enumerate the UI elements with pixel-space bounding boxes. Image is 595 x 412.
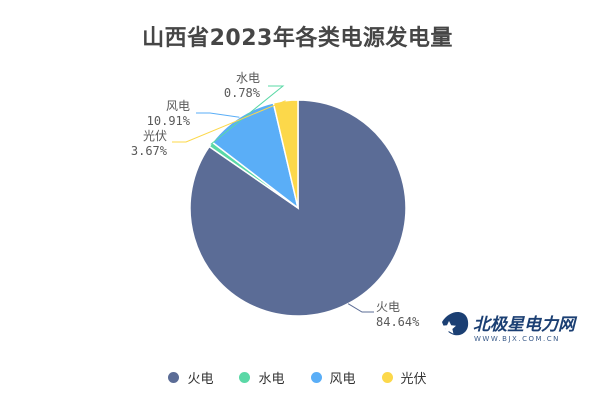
legend-marker-icon xyxy=(310,372,322,383)
slice-name-label-3: 风电 xyxy=(166,99,190,113)
legend-item-3[interactable]: 风电 xyxy=(310,368,356,387)
legend-item-4[interactable]: 光伏 xyxy=(381,368,427,387)
slice-value-label-2: 0.78% xyxy=(224,86,261,100)
slice-value-label-1: 84.64% xyxy=(376,315,420,329)
slice-name-label-4: 光伏 xyxy=(143,129,167,143)
legend-label: 水电 xyxy=(258,372,285,387)
pie-slice-3 xyxy=(211,101,300,210)
watermark-url: WWW.BJX.COM.CN xyxy=(474,335,560,343)
leader-line-1 xyxy=(347,303,374,313)
watermark-logo: 北极星电力网 WWW.BJX.COM.CN xyxy=(442,311,578,343)
legend-label: 光伏 xyxy=(400,372,427,387)
leader-line-3 xyxy=(196,112,240,118)
legend-item-1[interactable]: 火电 xyxy=(168,368,213,387)
chart-title: 山西省2023年各类电源发电量 xyxy=(142,26,453,51)
slice-value-label-3: 10.91% xyxy=(147,114,191,128)
legend-marker-icon xyxy=(381,372,393,383)
leader-line-2 xyxy=(210,85,285,145)
legend: 火电 水电 风电 光伏 xyxy=(0,368,595,387)
slice-name-label-1: 火电 xyxy=(376,300,400,314)
legend-marker-icon xyxy=(239,372,251,383)
legend-label: 风电 xyxy=(329,372,356,387)
legend-item-2[interactable]: 水电 xyxy=(239,368,285,387)
leader-line-4 xyxy=(172,100,286,143)
legend-label: 火电 xyxy=(187,372,214,387)
slice-value-label-4: 3.67% xyxy=(131,144,168,158)
slice-name-label-2: 水电 xyxy=(236,71,260,85)
legend-marker-icon xyxy=(168,372,180,383)
watermark-text: 北极星电力网 xyxy=(473,315,578,335)
